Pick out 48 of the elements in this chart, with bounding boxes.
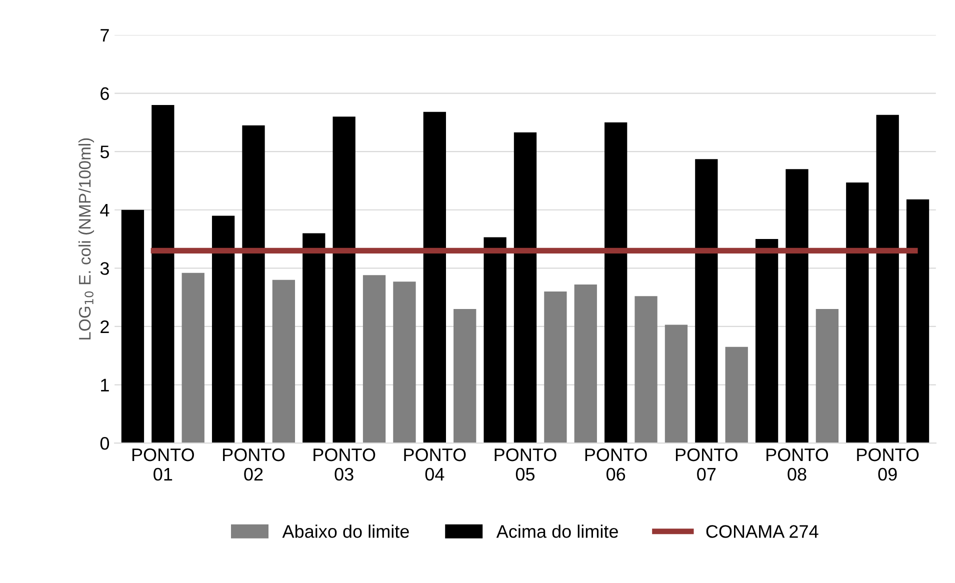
y-axis-title: LOG$_{10}$ E. coli (NMP/100ml) bbox=[78, 138, 94, 340]
x-tick-label: PONTO 07 bbox=[676, 448, 738, 481]
bar bbox=[152, 104, 174, 444]
x-tick-label: PONTO 04 bbox=[404, 448, 466, 481]
bar bbox=[695, 159, 718, 444]
y-tick-label: 6 bbox=[100, 87, 109, 100]
x-tick-label: PONTO 02 bbox=[223, 448, 285, 481]
bar bbox=[544, 292, 567, 444]
bar bbox=[604, 122, 628, 444]
bar bbox=[846, 182, 869, 444]
bar bbox=[755, 239, 778, 444]
bar bbox=[725, 346, 748, 444]
bar bbox=[906, 199, 930, 444]
bar bbox=[574, 284, 597, 444]
y-tick-label: 1 bbox=[101, 378, 109, 392]
bar bbox=[816, 308, 839, 444]
bar bbox=[454, 308, 476, 444]
x-tick-label: PONTO 09 bbox=[857, 448, 919, 481]
legend-label: Abaixo do limite bbox=[282, 524, 409, 538]
bar bbox=[876, 114, 899, 444]
bar bbox=[272, 280, 296, 444]
y-tick-label: 5 bbox=[100, 146, 109, 158]
x-tick-label: PONTO 08 bbox=[766, 448, 828, 481]
y-tick-label: 0 bbox=[100, 437, 110, 450]
bar bbox=[634, 296, 658, 444]
bar bbox=[393, 282, 416, 444]
bar bbox=[212, 216, 235, 444]
bar bbox=[786, 169, 808, 444]
bar bbox=[121, 210, 144, 444]
bar bbox=[664, 324, 688, 444]
bar bbox=[484, 237, 506, 444]
x-tick-label: PONTO 05 bbox=[494, 448, 556, 481]
bar bbox=[242, 125, 265, 444]
x-tick-label: PONTO 03 bbox=[314, 448, 376, 481]
bar bbox=[302, 233, 326, 444]
y-tick-label: 7 bbox=[100, 29, 109, 42]
bar bbox=[332, 116, 356, 444]
bar bbox=[423, 112, 446, 444]
y-tick-label: 4 bbox=[100, 204, 110, 216]
y-tick-label: 2 bbox=[100, 320, 109, 334]
bar bbox=[514, 132, 537, 444]
legend-label: Acima do limite bbox=[496, 524, 618, 538]
bar bbox=[182, 272, 204, 444]
x-tick-label: PONTO 06 bbox=[585, 448, 647, 481]
bar bbox=[362, 275, 386, 444]
x-tick-label: PONTO 01 bbox=[132, 448, 194, 481]
legend-label: CONAMA 274 bbox=[706, 525, 818, 538]
y-tick-label: 3 bbox=[100, 262, 109, 275]
